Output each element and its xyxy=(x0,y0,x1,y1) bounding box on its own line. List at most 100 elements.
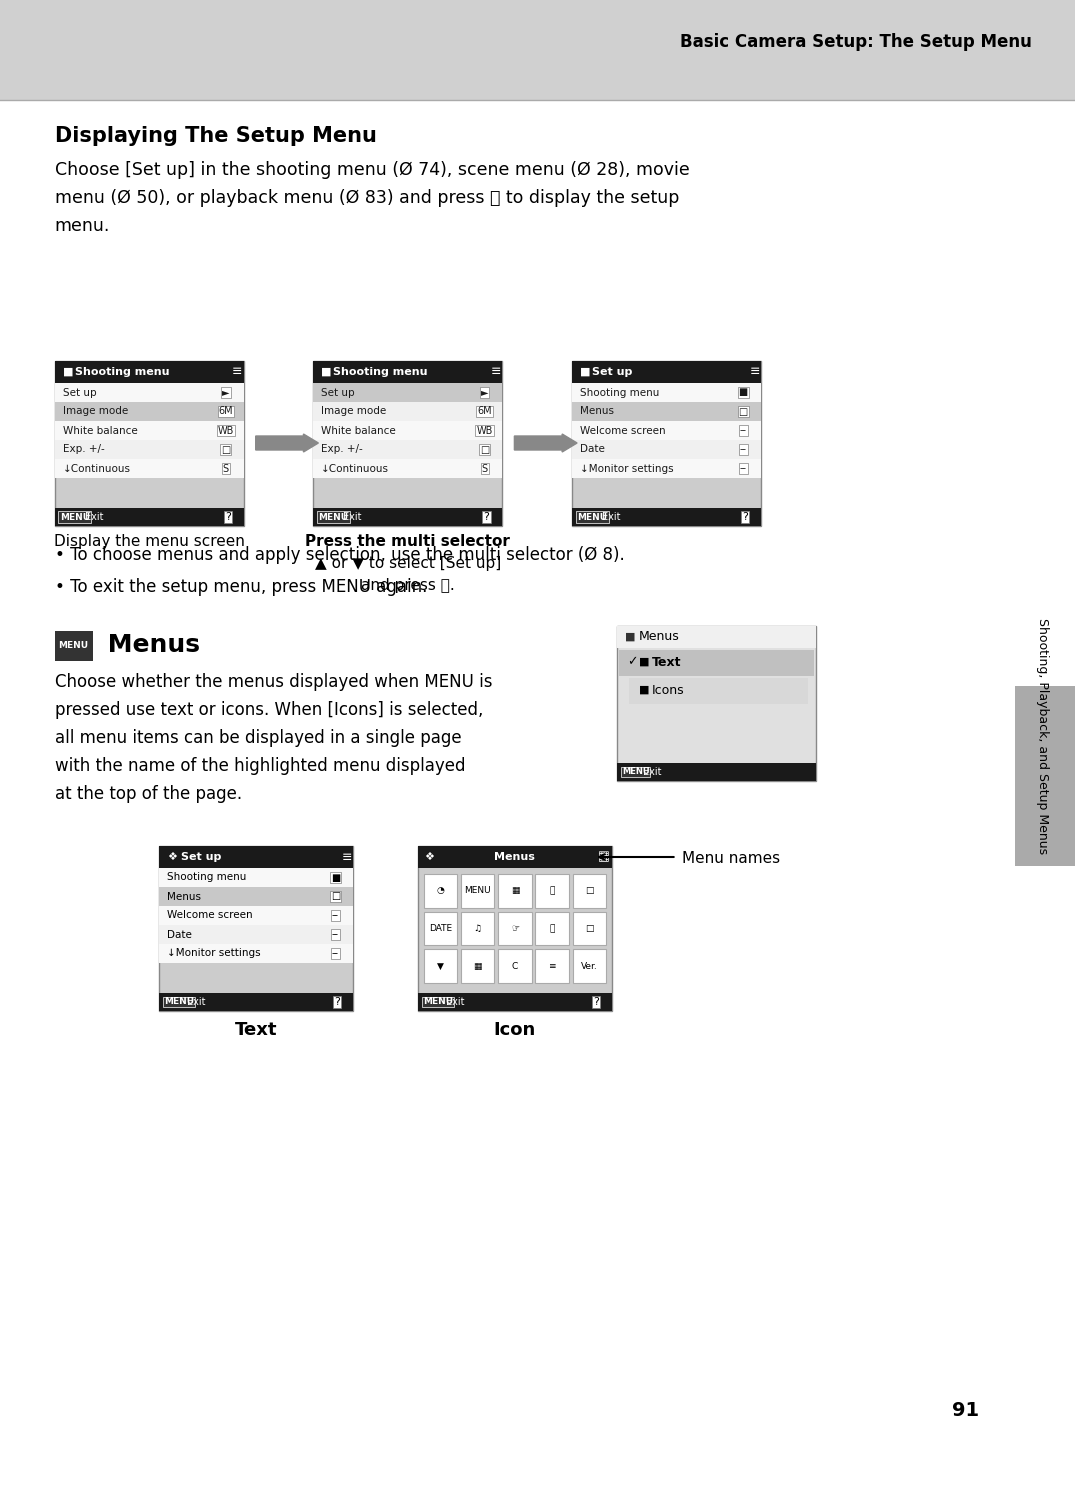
Text: ?: ? xyxy=(225,513,231,522)
Text: Exp. +/-: Exp. +/- xyxy=(322,444,363,455)
Bar xyxy=(55,361,244,383)
Text: DATE: DATE xyxy=(429,924,453,933)
Text: Icon: Icon xyxy=(494,1021,536,1039)
Bar xyxy=(572,459,761,478)
Bar xyxy=(159,846,353,868)
Text: ■: ■ xyxy=(638,685,649,695)
Text: ►: ► xyxy=(222,388,230,397)
Bar xyxy=(313,459,502,478)
Text: Shooting menu: Shooting menu xyxy=(75,367,170,377)
Bar xyxy=(629,678,808,704)
Text: MENU: MENU xyxy=(164,997,194,1006)
Bar xyxy=(55,440,244,459)
Text: ↓Monitor settings: ↓Monitor settings xyxy=(580,464,674,474)
Text: Menus: Menus xyxy=(494,851,535,862)
Text: 6M: 6M xyxy=(477,407,491,416)
Text: MENU: MENU xyxy=(464,886,491,896)
Text: ♫: ♫ xyxy=(474,924,482,933)
Text: --: -- xyxy=(740,425,746,435)
Text: □: □ xyxy=(585,924,594,933)
Text: ■: ■ xyxy=(580,367,591,377)
Text: Text: Text xyxy=(651,655,681,669)
Text: menu (Ø 50), or playback menu (Ø 83) and press ⒪ to display the setup: menu (Ø 50), or playback menu (Ø 83) and… xyxy=(55,189,679,207)
Bar xyxy=(572,421,761,440)
Text: Shooting menu: Shooting menu xyxy=(580,388,660,397)
Text: --: -- xyxy=(332,930,339,939)
Text: Display the menu screen: Display the menu screen xyxy=(54,533,245,548)
Text: Menus: Menus xyxy=(99,633,201,657)
Text: ↓Continuous: ↓Continuous xyxy=(63,464,131,474)
Text: Image mode: Image mode xyxy=(63,407,127,416)
Text: ↓Continuous: ↓Continuous xyxy=(322,464,390,474)
Text: Menus: Menus xyxy=(638,630,679,643)
FancyArrow shape xyxy=(256,434,319,452)
Bar xyxy=(572,874,606,908)
Text: Choose [Set up] in the shooting menu (Ø 74), scene menu (Ø 28), movie: Choose [Set up] in the shooting menu (Ø … xyxy=(55,160,689,178)
FancyArrow shape xyxy=(514,434,577,452)
Bar xyxy=(461,912,495,945)
Bar xyxy=(1015,687,1075,866)
Text: ⌛: ⌛ xyxy=(550,924,555,933)
Text: ■: ■ xyxy=(625,632,635,642)
Text: Shooting menu: Shooting menu xyxy=(334,367,428,377)
Bar xyxy=(498,950,531,984)
Bar xyxy=(418,846,612,1010)
Text: Set up: Set up xyxy=(63,388,96,397)
Bar xyxy=(55,459,244,478)
Text: MENU: MENU xyxy=(423,997,453,1006)
Bar xyxy=(418,846,612,868)
Text: ≡: ≡ xyxy=(750,366,759,379)
Text: Exit: Exit xyxy=(643,767,661,777)
Text: □: □ xyxy=(221,444,230,455)
Text: 6M: 6M xyxy=(218,407,233,416)
Text: ≡: ≡ xyxy=(341,850,352,863)
Bar xyxy=(313,403,502,421)
Text: WB: WB xyxy=(218,425,234,435)
Text: Menus: Menus xyxy=(580,407,615,416)
Bar xyxy=(313,440,502,459)
Text: Press the multi selector: Press the multi selector xyxy=(306,533,511,548)
Text: Set up: Set up xyxy=(592,367,633,377)
Text: ⌚: ⌚ xyxy=(550,886,555,896)
Text: Basic Camera Setup: The Setup Menu: Basic Camera Setup: The Setup Menu xyxy=(679,33,1031,51)
Bar xyxy=(313,361,502,526)
Text: Date: Date xyxy=(167,930,192,939)
Bar xyxy=(423,912,457,945)
Text: S: S xyxy=(482,464,487,474)
Bar xyxy=(498,912,531,945)
Text: 91: 91 xyxy=(951,1401,978,1421)
Bar xyxy=(423,950,457,984)
Text: • To exit the setup menu, press MENU again.: • To exit the setup menu, press MENU aga… xyxy=(55,578,427,596)
Bar xyxy=(313,421,502,440)
Bar xyxy=(572,912,606,945)
Text: ▦: ▦ xyxy=(511,886,519,896)
Text: Exit: Exit xyxy=(187,997,205,1008)
Text: and press ⒪.: and press ⒪. xyxy=(361,578,455,593)
Bar xyxy=(572,440,761,459)
Text: Menus: Menus xyxy=(167,892,201,902)
Text: ?: ? xyxy=(742,513,748,522)
Text: --: -- xyxy=(740,464,746,474)
Bar xyxy=(572,508,761,526)
Text: Set up: Set up xyxy=(322,388,355,397)
Text: White balance: White balance xyxy=(322,425,396,435)
Text: ■: ■ xyxy=(330,872,340,883)
Bar xyxy=(619,649,814,676)
Text: Exit: Exit xyxy=(602,513,620,522)
Text: Icons: Icons xyxy=(651,684,685,697)
Text: ?: ? xyxy=(484,513,489,522)
Text: Menu names: Menu names xyxy=(681,851,780,866)
Text: WB: WB xyxy=(476,425,492,435)
Bar xyxy=(313,361,502,383)
Bar xyxy=(536,912,569,945)
Text: ❖: ❖ xyxy=(167,851,177,862)
Text: ■: ■ xyxy=(322,367,332,377)
Text: ▦: ▦ xyxy=(473,961,482,970)
Bar xyxy=(159,944,353,963)
Text: ■: ■ xyxy=(638,657,649,667)
Text: ≡: ≡ xyxy=(549,961,556,970)
Text: Shooting menu: Shooting menu xyxy=(167,872,246,883)
Text: Exit: Exit xyxy=(84,513,103,522)
Text: ■: ■ xyxy=(63,367,73,377)
Text: Shooting, Playback, and Setup Menus: Shooting, Playback, and Setup Menus xyxy=(1036,618,1050,854)
